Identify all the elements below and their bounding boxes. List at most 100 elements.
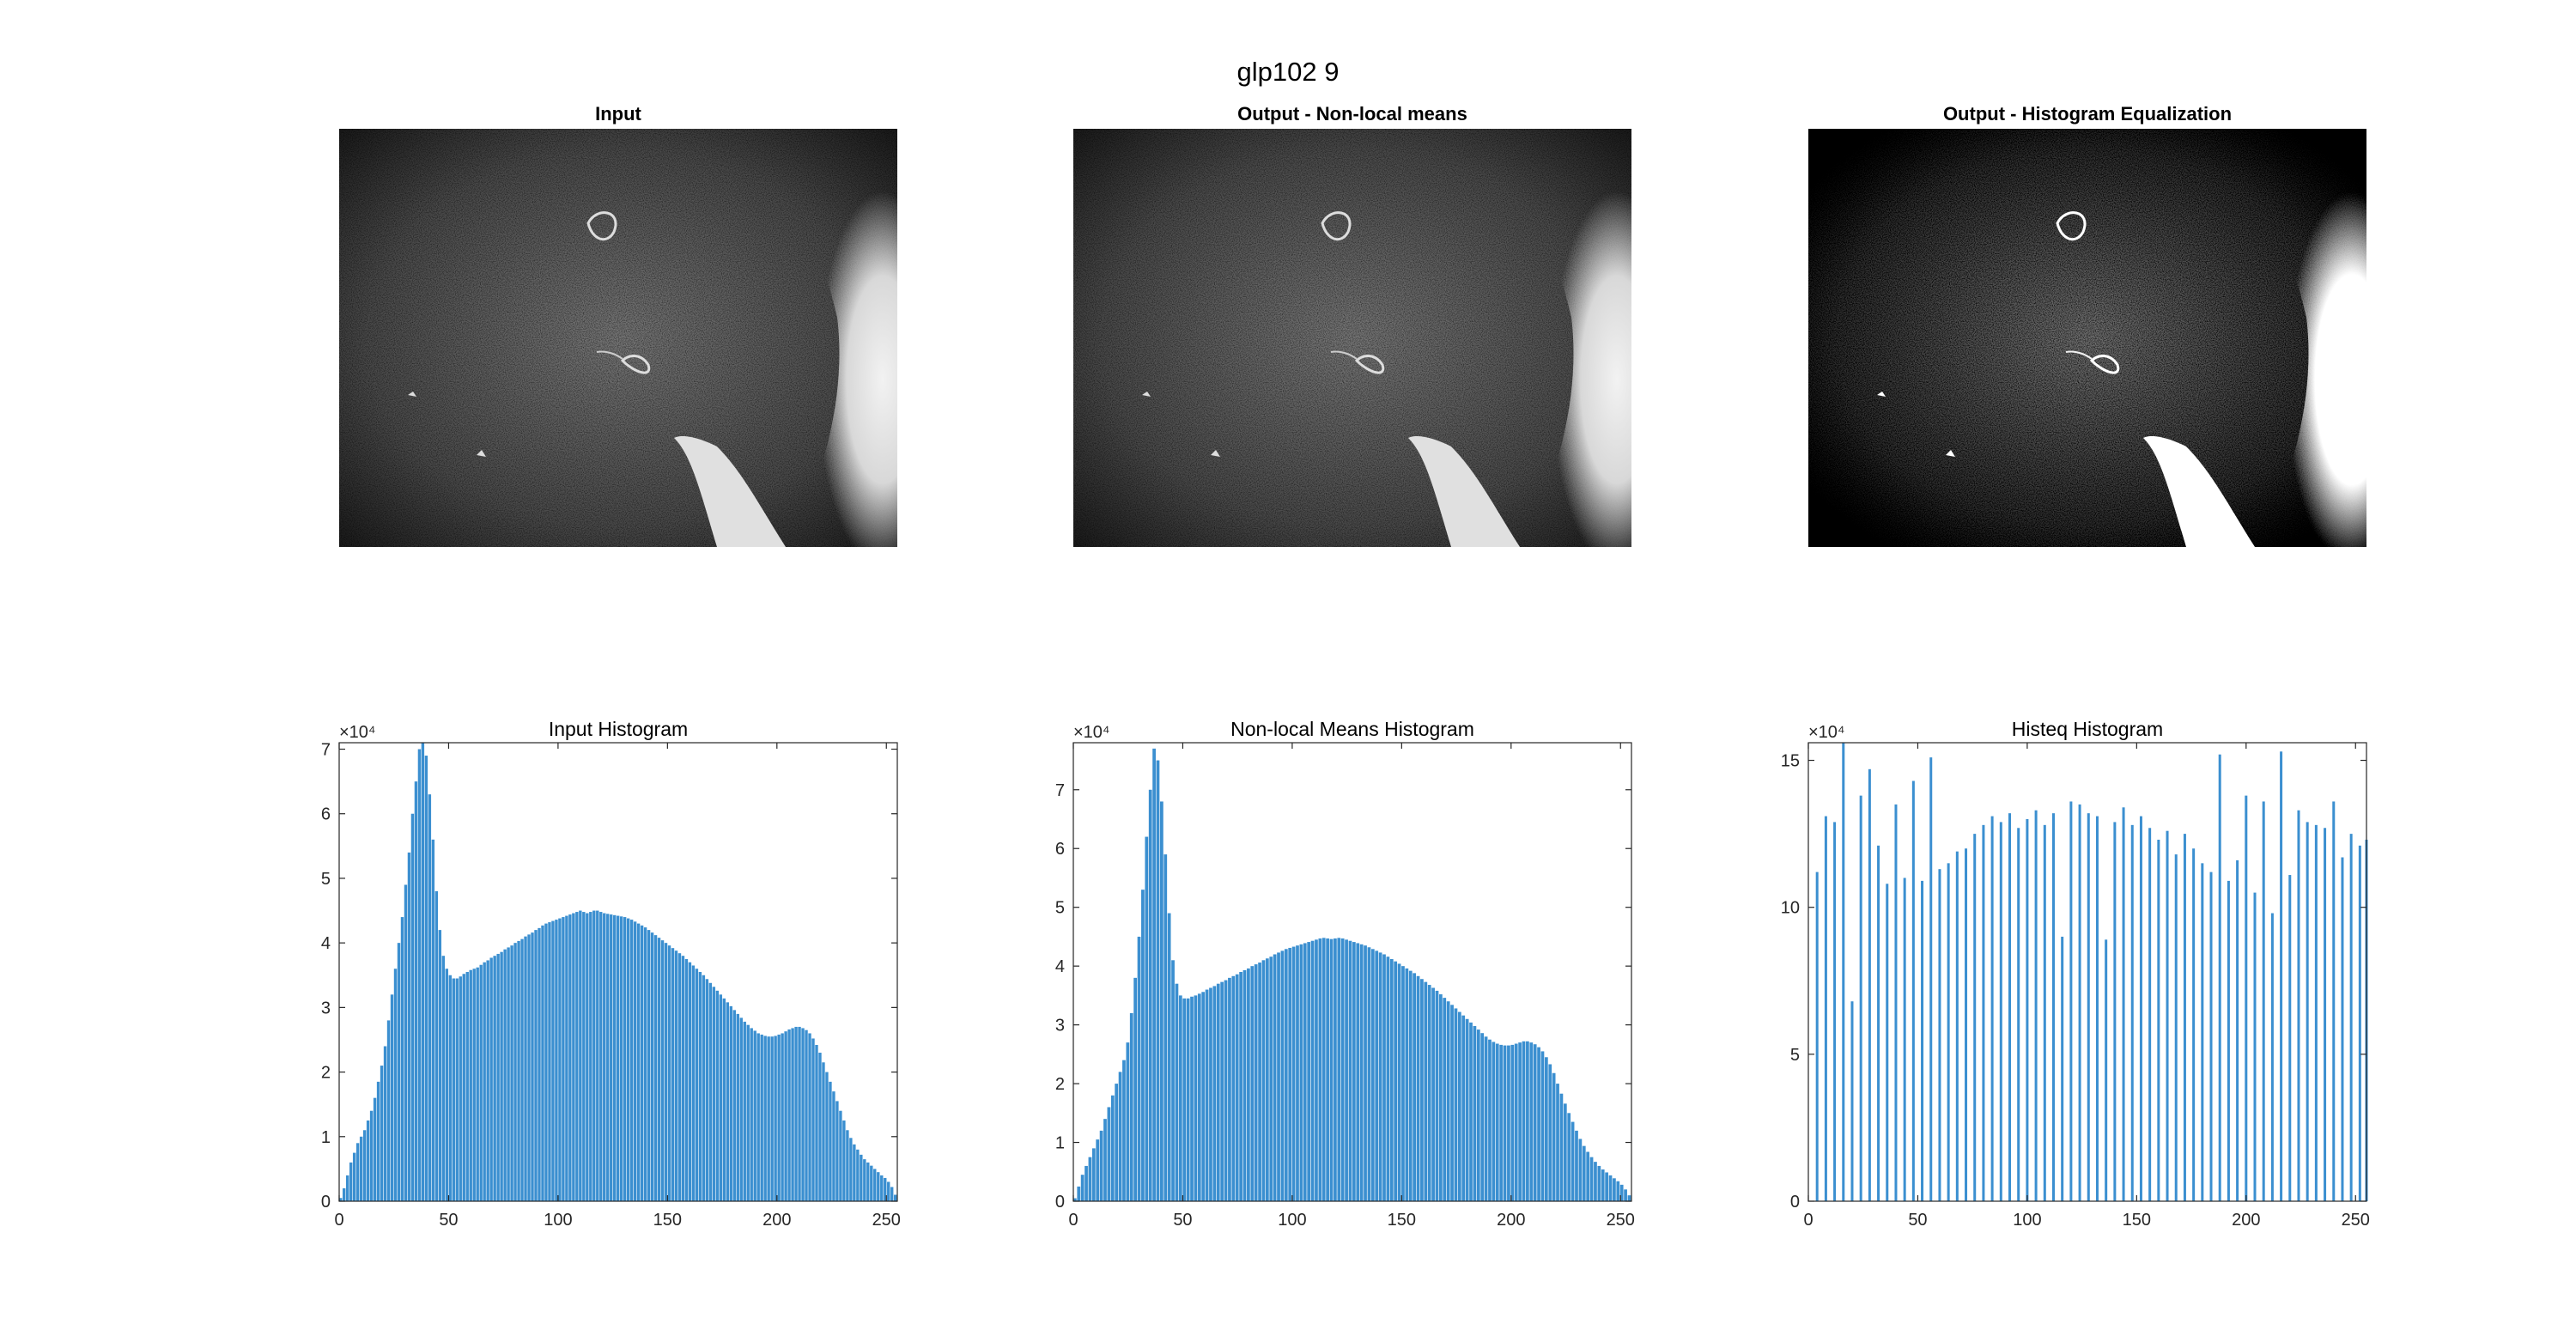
histogram-bar xyxy=(599,912,603,1201)
histogram-bar xyxy=(469,969,472,1201)
histogram-bar xyxy=(674,950,678,1201)
y-tick-label: 7 xyxy=(321,741,331,760)
histogram-bar xyxy=(2017,828,2020,1201)
histogram-bar xyxy=(1529,1042,1534,1201)
histogram-bar xyxy=(544,923,548,1201)
histogram-bar xyxy=(1965,848,1968,1201)
histogram-bar xyxy=(610,914,613,1201)
histogram-bar xyxy=(1877,845,1880,1201)
histogram-bar xyxy=(520,938,524,1201)
histogram-bar xyxy=(2253,892,2257,1201)
histogram-bar xyxy=(462,974,465,1201)
histogram-bar xyxy=(2105,939,2108,1201)
histogram-bar xyxy=(400,917,404,1201)
histogram-bar xyxy=(1284,949,1288,1201)
y-tick-label: 3 xyxy=(1055,1017,1065,1036)
histogram-bar xyxy=(1503,1045,1507,1201)
histogram-bar xyxy=(1495,1043,1499,1201)
histogram-bar xyxy=(1352,942,1356,1201)
histogram-bar xyxy=(428,794,432,1201)
histogram-bar xyxy=(1220,981,1224,1201)
histogram-bar xyxy=(2270,913,2274,1201)
y-tick-label: 2 xyxy=(321,1064,331,1083)
histogram-bar xyxy=(1115,1084,1119,1201)
histogram-bar xyxy=(355,1143,360,1201)
chart-title-histeq-hist: Histeq Histogram xyxy=(2011,718,2164,740)
histogram-bar xyxy=(1273,954,1277,1201)
y-tick-label: 0 xyxy=(321,1193,331,1212)
histogram-bar xyxy=(1194,995,1198,1201)
histogram-bar xyxy=(1258,963,1261,1201)
histogram-bar xyxy=(2332,801,2336,1201)
histogram-bar xyxy=(2201,863,2204,1201)
histogram-bar xyxy=(1401,966,1405,1201)
histogram-bar xyxy=(1378,952,1382,1201)
histogram-bar xyxy=(739,1017,743,1201)
histogram-bar xyxy=(1578,1139,1583,1201)
histogram-bar xyxy=(1613,1178,1616,1201)
y-tick-label: 5 xyxy=(1790,1046,1800,1065)
histogram-bar xyxy=(1552,1072,1556,1201)
axes-box xyxy=(1807,742,2367,1202)
histogram-bar xyxy=(1859,795,1862,1201)
histogram-bar xyxy=(1586,1151,1590,1201)
x-tick-label: 50 xyxy=(439,1211,458,1230)
histogram-bar xyxy=(1514,1043,1518,1201)
x-tick-label: 150 xyxy=(2123,1211,2151,1230)
x-tick-label: 100 xyxy=(1278,1211,1306,1230)
histogram-bar xyxy=(1299,944,1303,1201)
y-tick-label: 5 xyxy=(321,870,331,889)
histogram-bar xyxy=(760,1034,763,1201)
histogram-bar xyxy=(386,1020,391,1201)
histogram-bar xyxy=(613,914,617,1201)
histogram-bar xyxy=(1507,1045,1510,1201)
histogram-bar xyxy=(1608,1175,1613,1201)
histogram-bar xyxy=(1247,968,1250,1201)
histogram-bar xyxy=(2113,822,2117,1201)
x-tick-label: 200 xyxy=(1497,1211,1525,1230)
histogram-bar xyxy=(1186,998,1190,1201)
histogram-bar xyxy=(774,1036,777,1201)
histogram-bar xyxy=(472,969,476,1201)
histogram-bar xyxy=(1167,913,1171,1201)
histogram-bar xyxy=(1868,768,1871,1201)
histogram-bar xyxy=(1375,950,1379,1201)
histogram-bar xyxy=(434,890,439,1201)
histogram-bar xyxy=(1999,822,2002,1201)
histogram-bar xyxy=(1250,966,1255,1201)
histogram-bar xyxy=(619,916,623,1201)
histogram-bar xyxy=(551,920,555,1201)
histogram-bar xyxy=(1288,947,1292,1201)
histogram-bar xyxy=(1582,1145,1586,1201)
histogram-bar xyxy=(1929,757,1933,1201)
histogram-bar xyxy=(846,1130,849,1201)
histeq-output-image xyxy=(1808,129,2366,547)
histogram-bar xyxy=(822,1062,825,1201)
histogram-bar xyxy=(784,1031,787,1201)
histogram-bar xyxy=(1077,1186,1081,1201)
histogram-bar xyxy=(1563,1103,1567,1201)
histogram-bar xyxy=(726,1002,730,1201)
histogram-bar xyxy=(1277,952,1280,1201)
histogram-bar xyxy=(2349,834,2353,1201)
input-image xyxy=(339,129,897,547)
histogram-bar xyxy=(825,1072,829,1201)
histogram-bar xyxy=(2139,816,2142,1201)
histogram-bar xyxy=(479,964,483,1201)
histogram-bar xyxy=(623,917,627,1201)
histogram-bar xyxy=(617,915,620,1201)
histogram-bar xyxy=(884,1177,887,1201)
histogram-bar xyxy=(839,1110,842,1201)
histogram-bar xyxy=(1340,938,1345,1201)
histogram-bar xyxy=(787,1029,791,1201)
histogram-bar xyxy=(1080,1175,1084,1201)
histogram-bar xyxy=(719,994,723,1201)
histogram-bar xyxy=(629,920,634,1201)
histogram-bar xyxy=(1903,878,1906,1201)
histogram-bar xyxy=(1224,980,1228,1201)
histogram-bar xyxy=(1107,1107,1111,1201)
histogram-bar xyxy=(650,932,654,1201)
x-tick-label: 50 xyxy=(1908,1211,1927,1230)
histogram-bar xyxy=(2183,834,2186,1201)
histogram-bar xyxy=(1443,998,1447,1201)
